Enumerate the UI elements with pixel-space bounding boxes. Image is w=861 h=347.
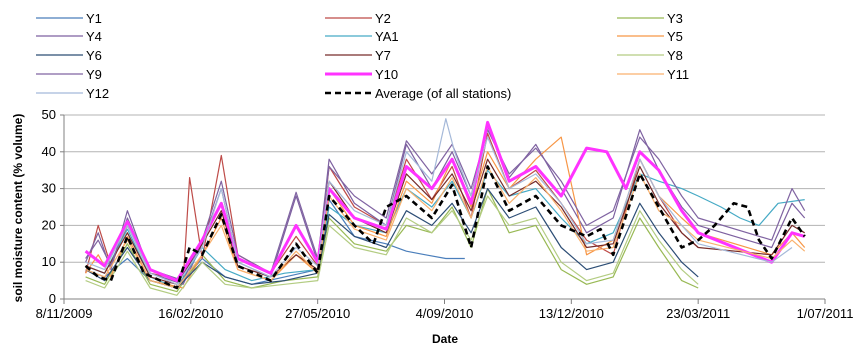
legend-label: Y5: [667, 29, 683, 44]
series-line-y9: [85, 129, 806, 282]
legend-label: Y11: [667, 67, 689, 82]
series-line-y12: [85, 118, 793, 285]
y-tick-label: 10: [42, 254, 56, 269]
series-layer: [84, 118, 806, 296]
y-tick-label: 0: [49, 291, 56, 306]
x-tick-label: 16/02/2010: [158, 306, 223, 321]
legend-label: Y1: [86, 11, 102, 26]
x-tick-label: 1/07/2011: [797, 306, 854, 321]
series-line-y1: [85, 199, 465, 289]
series-line-average-of-all-stations: [84, 165, 806, 290]
series-line-y10: [84, 120, 806, 283]
legend-label: Y9: [86, 67, 102, 82]
legend-label: Y6: [86, 48, 102, 63]
series-line-ya1: [85, 169, 805, 289]
axes: 0 10 20 30 40 50 8/11/2009 16/02/2010 27/05/2010…: [36, 107, 854, 321]
legend-label: Y4: [86, 29, 102, 44]
y-tick-label: 50: [42, 107, 56, 122]
legend-label: Y3: [667, 11, 683, 26]
x-tick-label: 27/05/2010: [285, 306, 350, 321]
legend-label: YA1: [375, 29, 399, 44]
y-tick-label: 20: [42, 217, 56, 232]
legend-label: Y12: [86, 86, 109, 101]
x-axis-title: Date: [432, 332, 458, 346]
x-tick-label: 4/09/2010: [416, 306, 474, 321]
series-line-y6: [85, 188, 699, 289]
y-tick-label: 40: [42, 144, 56, 159]
x-tick-label: 23/03/2011: [666, 306, 730, 321]
legend-label: Y10: [375, 67, 398, 82]
y-tick-label: 30: [42, 181, 56, 196]
gridlines: [64, 114, 825, 263]
y-axis-title: soil moisture content (% volume): [11, 114, 25, 303]
legend-label: Y2: [375, 11, 391, 26]
x-tick-label: 13/12/2010: [539, 306, 604, 321]
series-line-y8: [85, 195, 699, 296]
series-line-y7: [85, 158, 806, 285]
legend-label: Y8: [667, 48, 683, 63]
legend: Y1 Y2 Y3 Y4 YA1 Y5 Y6 Y7 Y8 Y9 Y10 Y11 Y12 Average (o…: [36, 11, 689, 101]
legend-label: Y7: [375, 48, 391, 63]
x-tick-label: 8/11/2009: [36, 306, 93, 321]
legend-label: Average (of all stations): [375, 86, 511, 101]
